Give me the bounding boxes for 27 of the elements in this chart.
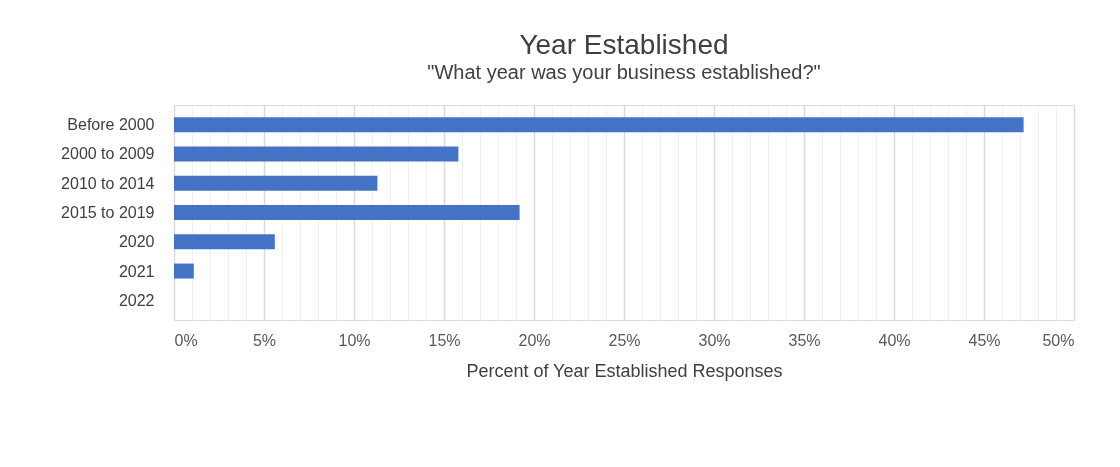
x-tick-label: 40%: [878, 331, 911, 349]
y-tick-label: 2021: [118, 262, 155, 280]
y-tick-label: 2010 to 2014: [61, 174, 155, 192]
x-tick-label: 5%: [252, 331, 277, 349]
y-tick-label: 2022: [118, 291, 155, 309]
y-tick-label: 2015 to 2019: [61, 204, 155, 221]
x-tick-label: 0%: [174, 331, 198, 349]
bar: [174, 234, 275, 250]
y-tick-label: 2020: [118, 233, 155, 251]
x-tick-label: 15%: [428, 331, 461, 349]
bar: [174, 175, 378, 191]
bar: [174, 263, 194, 279]
x-axis-title: Percent of Year Established Responses: [466, 360, 783, 381]
x-tick-label: 25%: [608, 331, 641, 349]
x-tick-label: 10%: [338, 331, 371, 349]
chart-title: Year Established: [519, 29, 729, 60]
x-tick-label: 50%: [1042, 331, 1075, 349]
x-tick-label: 20%: [518, 331, 551, 349]
bar: [174, 117, 1024, 133]
y-tick-label: Before 2000: [67, 116, 155, 134]
bar: [174, 205, 520, 220]
x-tick-label: 35%: [788, 331, 821, 349]
x-tick-label: 45%: [968, 331, 1001, 349]
x-tick-label: 30%: [698, 331, 731, 349]
chart-subtitle: "What year was your business established?": [427, 61, 821, 83]
y-tick-label: 2000 to 2009: [61, 145, 155, 163]
bar: [174, 146, 459, 162]
